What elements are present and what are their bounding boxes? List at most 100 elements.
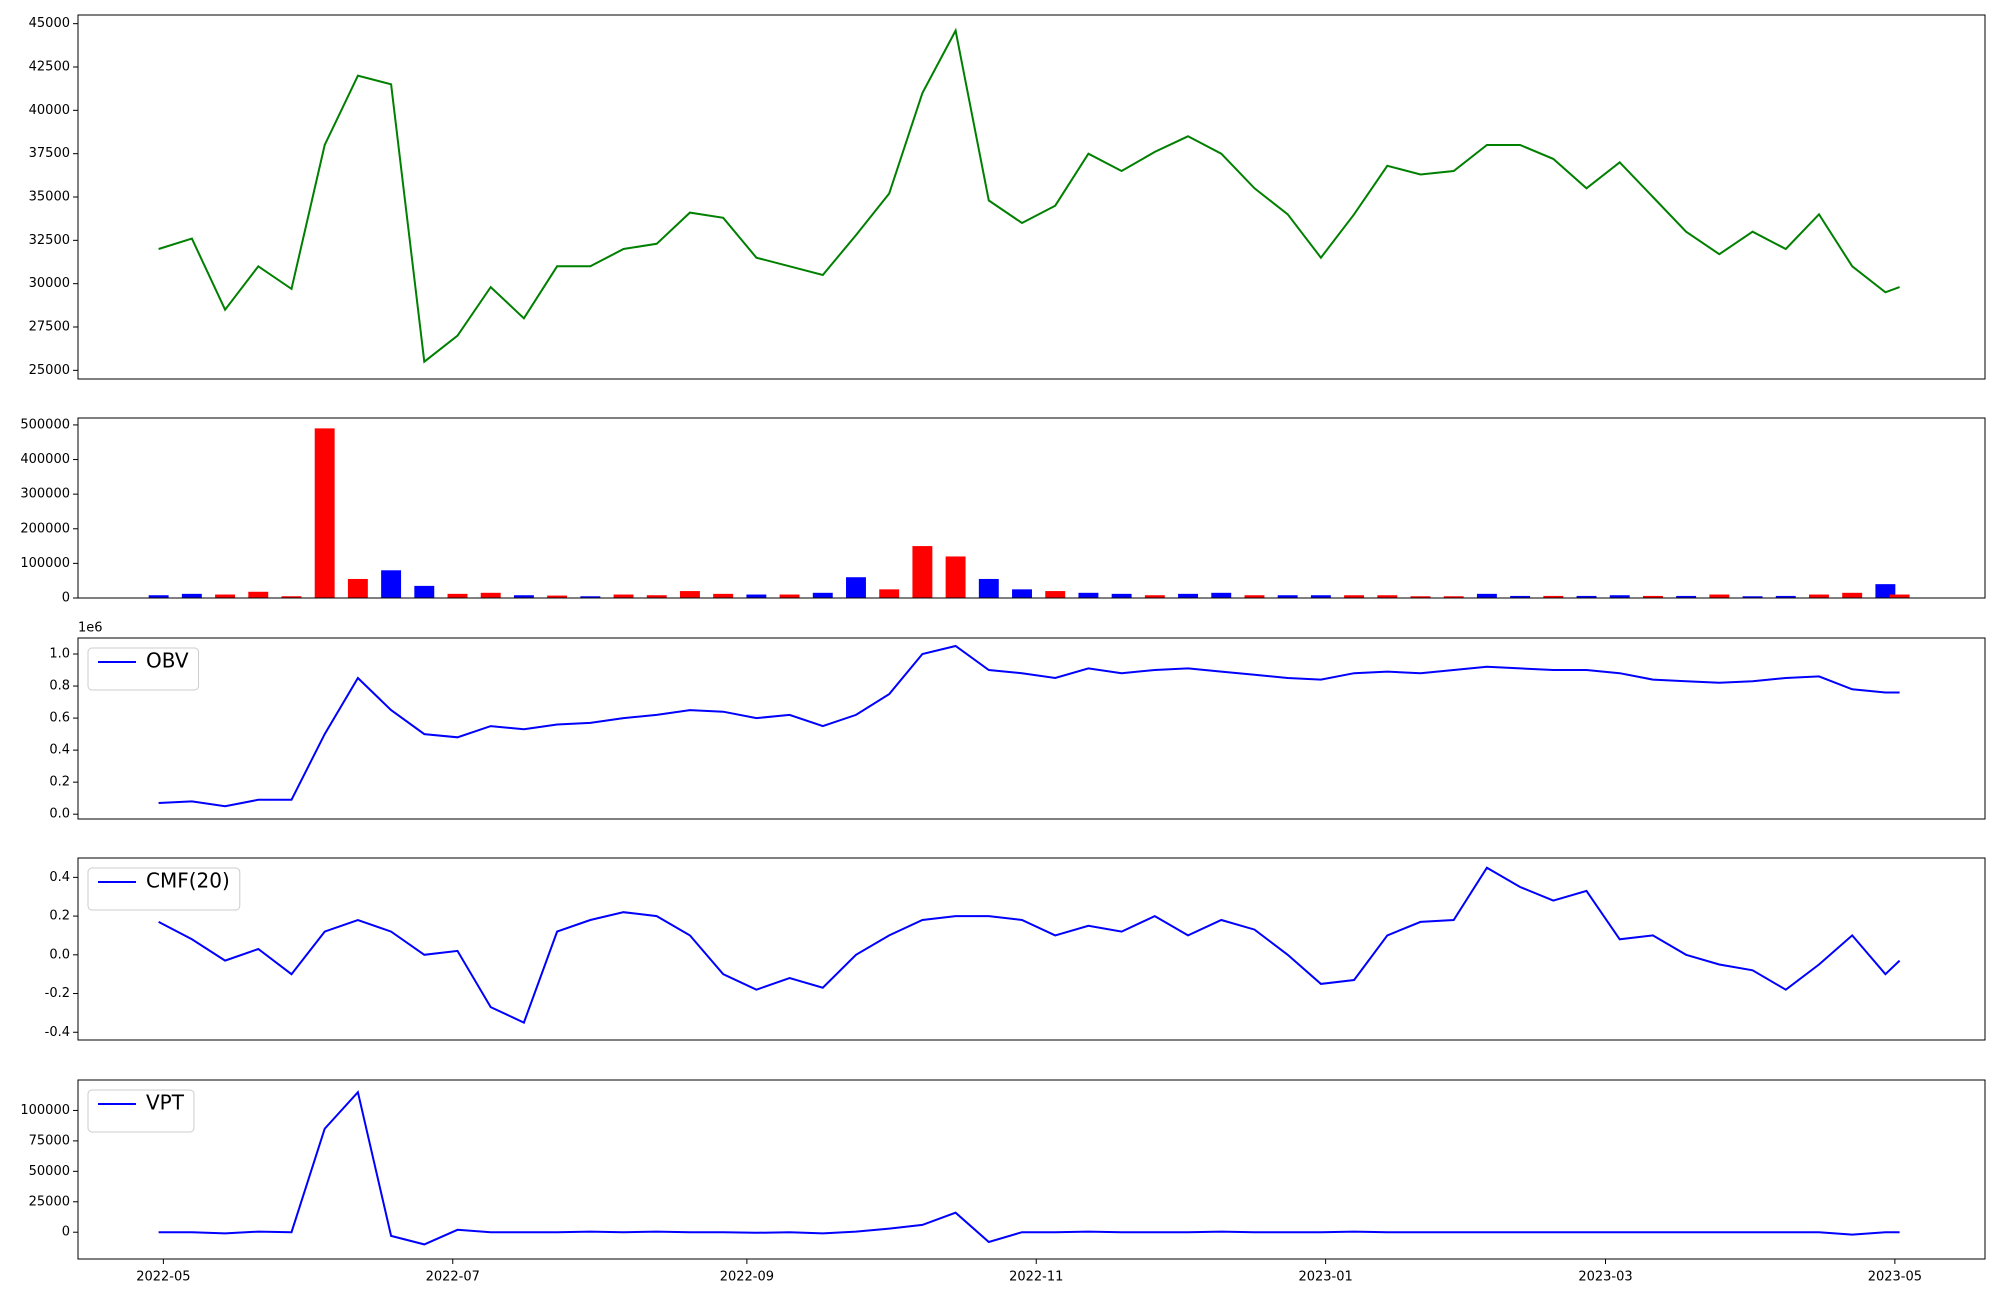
bar <box>547 595 568 598</box>
bar <box>1510 595 1531 598</box>
x-tick-label: 2022-09 <box>720 1270 774 1285</box>
bar <box>1410 596 1431 598</box>
bar <box>447 593 468 598</box>
bar <box>480 592 501 598</box>
bar <box>1889 594 1910 598</box>
y-tick-label: 30000 <box>29 276 70 291</box>
line <box>158 27 1900 364</box>
bar <box>879 589 900 598</box>
bar <box>513 595 534 598</box>
line <box>158 1090 1900 1246</box>
bar <box>580 596 601 598</box>
y-tick-label: 100000 <box>20 556 70 571</box>
bar <box>1576 595 1597 598</box>
y-tick-label: 500000 <box>20 417 70 432</box>
y-tick-label: 25000 <box>29 363 70 378</box>
x-tick-label: 2022-07 <box>426 1270 480 1285</box>
bar <box>1476 593 1497 598</box>
bar <box>1111 593 1132 598</box>
bar <box>1144 595 1165 598</box>
y-tick-label: 0 <box>62 591 70 606</box>
bar <box>181 593 202 598</box>
bar <box>1211 592 1232 598</box>
bar <box>978 578 999 598</box>
y-tick-label: 40000 <box>29 103 70 118</box>
y-tick-label: 0.4 <box>49 743 70 758</box>
bar <box>1842 592 1863 598</box>
bar <box>1543 595 1564 598</box>
frame <box>77 1079 1986 1260</box>
bar <box>1642 595 1663 598</box>
y-tick-label: 0 <box>62 1225 70 1240</box>
bar <box>713 593 734 598</box>
bar <box>1244 595 1265 598</box>
frame <box>77 637 1986 820</box>
y-tick-label: 0.8 <box>49 679 70 694</box>
legend-box <box>87 1089 195 1133</box>
y-tick-label: 37500 <box>29 146 70 161</box>
frame <box>77 14 1986 380</box>
x-tick-label: 2022-11 <box>1009 1270 1063 1285</box>
y-tick-label: 32500 <box>29 233 70 248</box>
legend-label: VPT <box>146 1091 185 1115</box>
y-tick-label: 0.0 <box>49 807 70 822</box>
legend-box <box>87 647 200 691</box>
bar <box>347 578 368 598</box>
y-tick-label: -0.4 <box>45 1025 70 1040</box>
y-tick-label: 0.2 <box>49 909 70 924</box>
y-tick-label: 45000 <box>29 16 70 31</box>
frame <box>77 417 1986 599</box>
line <box>158 644 1900 808</box>
bar <box>1377 595 1398 598</box>
x-tick-label: 2022-05 <box>136 1270 190 1285</box>
line <box>158 866 1901 1024</box>
y-tick-label: 75000 <box>29 1133 70 1148</box>
bar <box>414 585 435 598</box>
bar <box>812 592 833 598</box>
bar <box>779 594 800 598</box>
y-tick-label: 1.0 <box>49 647 70 662</box>
bar <box>1742 596 1763 598</box>
y-tick-label: 400000 <box>20 452 70 467</box>
bar <box>1045 591 1066 598</box>
y-tick-label: 100000 <box>20 1103 70 1118</box>
offset-label: 1e6 <box>78 621 103 636</box>
legend-box <box>87 867 241 911</box>
y-tick-label: 300000 <box>20 487 70 502</box>
bar <box>613 594 634 598</box>
bar <box>1344 595 1365 598</box>
bar <box>248 591 269 598</box>
bar <box>1609 595 1630 598</box>
bar <box>1443 596 1464 598</box>
bar <box>314 428 335 598</box>
y-tick-label: -0.2 <box>45 986 70 1001</box>
bar <box>945 556 966 598</box>
bar <box>215 594 236 598</box>
bar <box>646 595 667 598</box>
bar <box>746 594 767 598</box>
bar <box>1178 593 1199 598</box>
y-tick-label: 50000 <box>29 1164 70 1179</box>
y-tick-label: 0.4 <box>49 870 70 885</box>
bar <box>912 546 933 598</box>
x-tick-label: 2023-03 <box>1578 1270 1632 1285</box>
bar <box>1709 594 1730 598</box>
bar <box>1277 595 1298 598</box>
bar <box>1310 595 1331 598</box>
y-tick-label: 42500 <box>29 60 70 75</box>
bar <box>281 596 302 598</box>
x-tick-label: 2023-05 <box>1868 1270 1922 1285</box>
bar <box>679 591 700 598</box>
legend-label: CMF(20) <box>146 869 230 893</box>
bar <box>148 595 169 598</box>
y-tick-label: 25000 <box>29 1194 70 1209</box>
x-tick-label: 2023-01 <box>1298 1270 1352 1285</box>
legend-label: OBV <box>146 649 189 673</box>
bar <box>1775 595 1796 598</box>
y-tick-label: 0.6 <box>49 711 70 726</box>
frame <box>77 857 1986 1041</box>
y-tick-label: 0.2 <box>49 775 70 790</box>
bar <box>1809 594 1829 598</box>
bar <box>1078 592 1099 598</box>
